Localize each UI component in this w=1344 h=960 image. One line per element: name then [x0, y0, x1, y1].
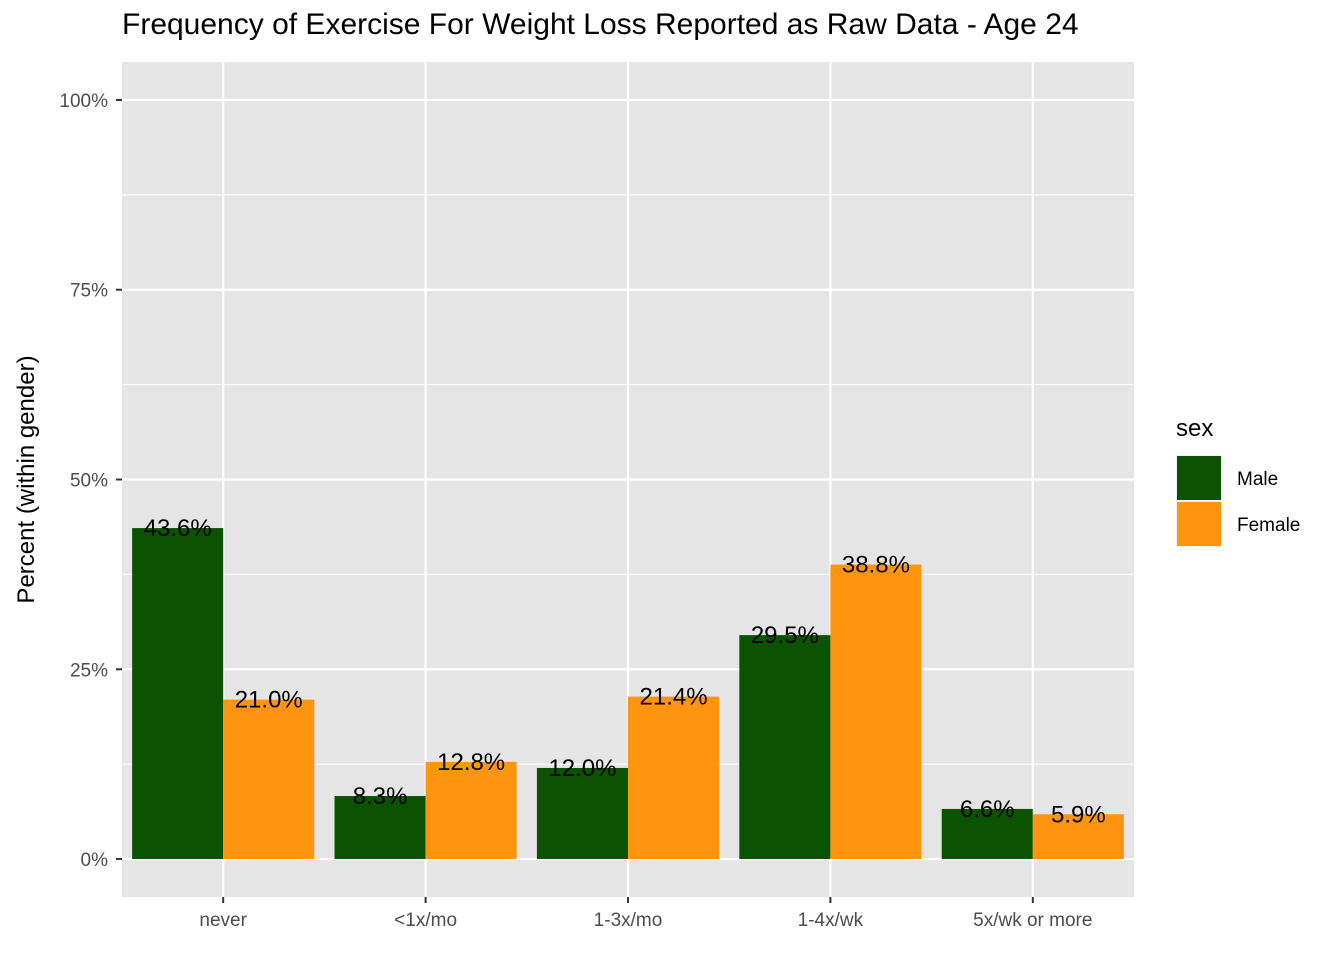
x-tick-label: 1-4x/wk	[798, 910, 864, 931]
legend-title: sex	[1176, 415, 1213, 442]
legend-label-female: Female	[1237, 515, 1300, 536]
legend: sex Male Female	[1176, 415, 1300, 547]
data-label: 6.6%	[960, 796, 1015, 823]
legend-label-male: Male	[1237, 469, 1278, 490]
data-labels: 43.6% 8.3% 12.0% 29.5% 6.6% 21.0% 12.8% 21.4% 38…	[144, 515, 1106, 828]
bar-female	[223, 699, 315, 860]
x-tick-label: 5x/wk or more	[973, 910, 1092, 931]
y-tick-label: 0%	[81, 850, 109, 871]
x-tick-label: never	[199, 910, 247, 931]
y-tick-label: 50%	[70, 471, 108, 492]
data-label: 12.0%	[548, 755, 616, 782]
data-label: 38.8%	[842, 552, 910, 579]
bar-female	[628, 696, 720, 860]
bar-male	[132, 528, 224, 860]
y-tick-label: 75%	[70, 281, 108, 302]
chart-title: Frequency of Exercise For Weight Loss Re…	[122, 8, 1079, 41]
y-tick-label: 100%	[59, 91, 108, 112]
y-axis: 0% 25% 50% 75% 100%	[59, 91, 122, 871]
x-tick-label: 1-3x/mo	[594, 910, 663, 931]
bar-female	[425, 761, 517, 860]
bar-male	[941, 808, 1033, 860]
legend-swatch-female	[1177, 502, 1221, 546]
data-label: 8.3%	[353, 783, 408, 810]
major-gridlines	[122, 62, 1134, 897]
bar-male	[739, 635, 831, 860]
bar-male	[536, 767, 628, 860]
data-label: 21.0%	[235, 687, 303, 714]
y-axis-title: Percent (within gender)	[13, 355, 40, 603]
data-label: 12.8%	[437, 749, 505, 776]
data-label: 29.5%	[751, 622, 819, 649]
data-label: 21.4%	[640, 684, 708, 711]
bars	[132, 528, 1124, 860]
bar-female	[1032, 814, 1124, 860]
bar-female	[830, 564, 922, 860]
data-label: 43.6%	[144, 515, 212, 542]
data-label: 5.9%	[1051, 801, 1106, 828]
legend-swatch-male	[1177, 456, 1221, 500]
x-tick-label: <1x/mo	[394, 910, 457, 931]
x-axis: never <1x/mo 1-3x/mo 1-4x/wk 5x/wk or more	[199, 897, 1092, 931]
bar-male	[334, 796, 426, 860]
y-tick-label: 25%	[70, 660, 108, 681]
